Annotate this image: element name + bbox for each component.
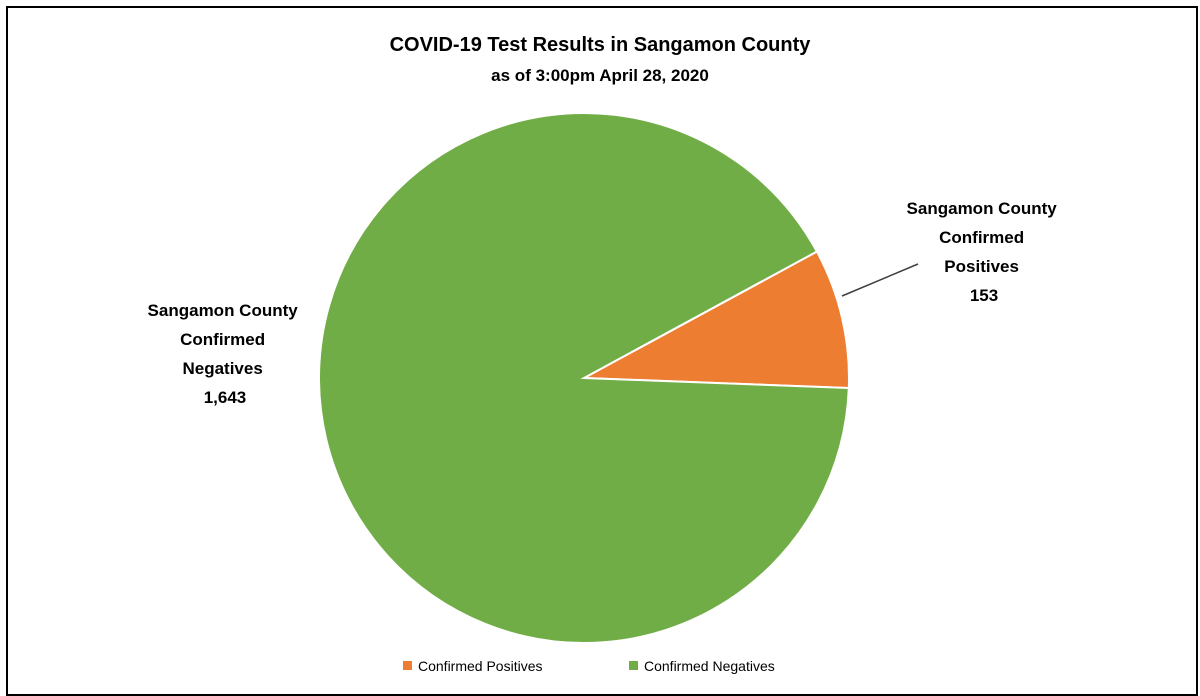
negatives-label-line-2: Confirmed bbox=[180, 330, 265, 349]
positives-label-line-1: Sangamon County bbox=[907, 199, 1058, 218]
positives-label: Sangamon County Confirmed Positives 153 bbox=[907, 199, 1062, 305]
negatives-label-line-1: Sangamon County bbox=[148, 301, 299, 320]
legend-swatch-positives bbox=[403, 661, 412, 670]
legend-label-positives: Confirmed Positives bbox=[418, 658, 543, 674]
negatives-label-value: 1,643 bbox=[204, 388, 247, 407]
negatives-label-line-3: Negatives bbox=[182, 359, 262, 378]
pie-slice-negatives bbox=[318, 111, 850, 644]
negatives-label: Sangamon County Confirmed Negatives 1,64… bbox=[148, 301, 303, 407]
legend-swatch-negatives bbox=[629, 661, 638, 670]
legend: Confirmed Positives Confirmed Negatives bbox=[403, 658, 775, 674]
legend-label-negatives: Confirmed Negatives bbox=[644, 658, 775, 674]
positives-label-value: 153 bbox=[970, 286, 998, 305]
positives-label-line-3: Positives bbox=[944, 257, 1019, 276]
positives-leader-line bbox=[841, 263, 919, 297]
chart-subtitle: as of 3:00pm April 28, 2020 bbox=[491, 66, 709, 85]
pie-slice-positives bbox=[580, 250, 850, 390]
positives-label-line-2: Confirmed bbox=[939, 228, 1024, 247]
chart-title: COVID-19 Test Results in Sangamon County bbox=[390, 34, 812, 56]
